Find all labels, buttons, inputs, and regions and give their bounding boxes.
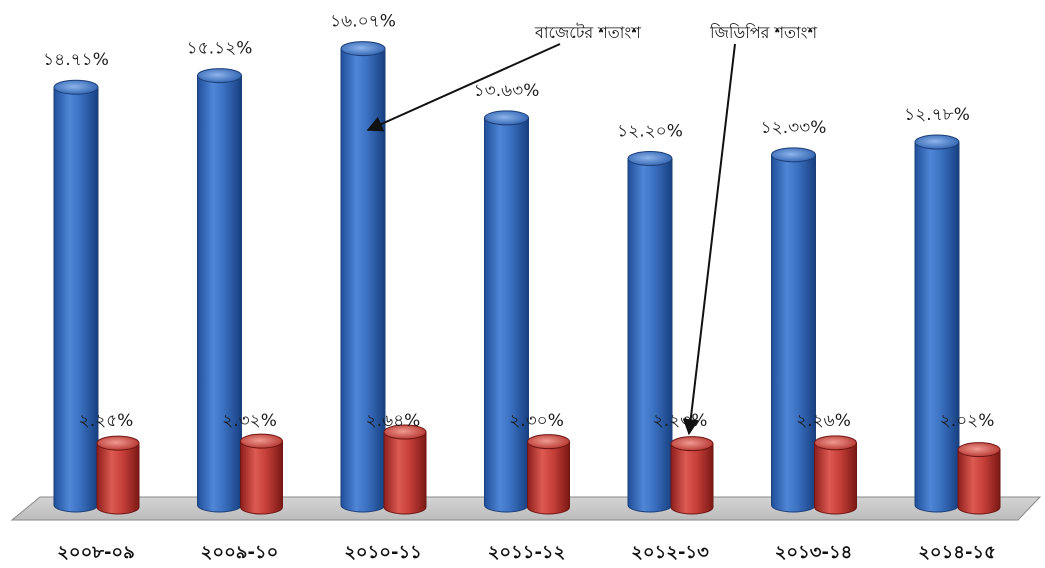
budget-share-label-5: ১২.২০%	[617, 122, 683, 142]
budget-share-label-3: ১৬.০৭%	[330, 12, 396, 32]
gdp-share-label-1: ২.২৫%	[79, 411, 134, 431]
gdp-share-bar-2	[240, 433, 283, 515]
budget-share-bar-7	[914, 134, 960, 513]
category-label-4: ২০১১-১২	[488, 542, 566, 563]
budget-share-label-1: ১৪.৭১%	[43, 50, 109, 70]
gdp-share-label-6: ২.২৬%	[796, 411, 851, 431]
category-label-7: ২০১৪-১৫	[918, 542, 996, 563]
gdp-share-bar-1	[96, 435, 140, 515]
budget-share-bar-5	[627, 151, 673, 513]
category-label-1: ২০০৮-০৯	[57, 542, 135, 563]
value-labels-layer: ১৪.৭১% ২.২৫% ১৫.১২% ২.৩২% ১৬.০৭% ২.৬৪% ১৩.৬৩% ২…	[43, 12, 994, 431]
gdp-share-bar-4	[527, 434, 570, 515]
category-label-6: ২০১৩-১৪	[775, 542, 853, 563]
budget-share-bar-2	[197, 68, 242, 513]
budget-share-label-4: ১৩.৬৩%	[474, 81, 540, 101]
gdp-share-annotation: জিডিপির শতাংশ	[709, 23, 818, 42]
gdp-share-label-5: ২.২৩%	[653, 411, 708, 431]
category-labels-layer: ২০০৮-০৯ ২০০৯-১০ ২০১০-১১ ২০১১-১২ ২০১২-১৩ ২০১৩-…	[57, 542, 996, 563]
gdp-share-label-4: ২.৩০%	[509, 411, 564, 431]
annotations-layer: বাজেটের শতাংশ জিডিপির শতাংশ	[366, 23, 818, 436]
budget-share-bar-1	[53, 79, 99, 513]
gdp-share-label-2: ২.৩২%	[222, 411, 277, 431]
budget-share-bar-4	[484, 110, 529, 513]
budget-share-bar-3	[340, 41, 386, 513]
budget-share-bar-6	[771, 147, 816, 513]
bars-layer	[53, 41, 1001, 515]
budget-share-label-7: ১২.৭৮%	[904, 105, 970, 125]
gdp-share-label-3: ২.৬৪%	[366, 411, 421, 431]
budget-share-annotation: বাজেটের শতাংশ	[534, 23, 641, 42]
budget-share-label-2: ১৫.১২%	[187, 39, 253, 59]
gdp-share-bar-5	[670, 436, 714, 515]
gdp-share-label-7: ২.০২%	[940, 411, 995, 431]
gdp-share-bar-3	[383, 424, 427, 515]
gdp-share-arrow	[682, 43, 736, 436]
category-label-5: ২০১২-১৩	[631, 542, 709, 563]
category-label-3: ২০১০-১১	[344, 542, 422, 563]
budget-share-arrow	[366, 43, 561, 132]
category-label-2: ২০০৯-১০	[201, 542, 279, 563]
gdp-share-bar-6	[814, 435, 857, 515]
gdp-share-bar-7	[957, 442, 1001, 515]
budget-share-label-6: ১২.৩৩%	[761, 118, 827, 138]
